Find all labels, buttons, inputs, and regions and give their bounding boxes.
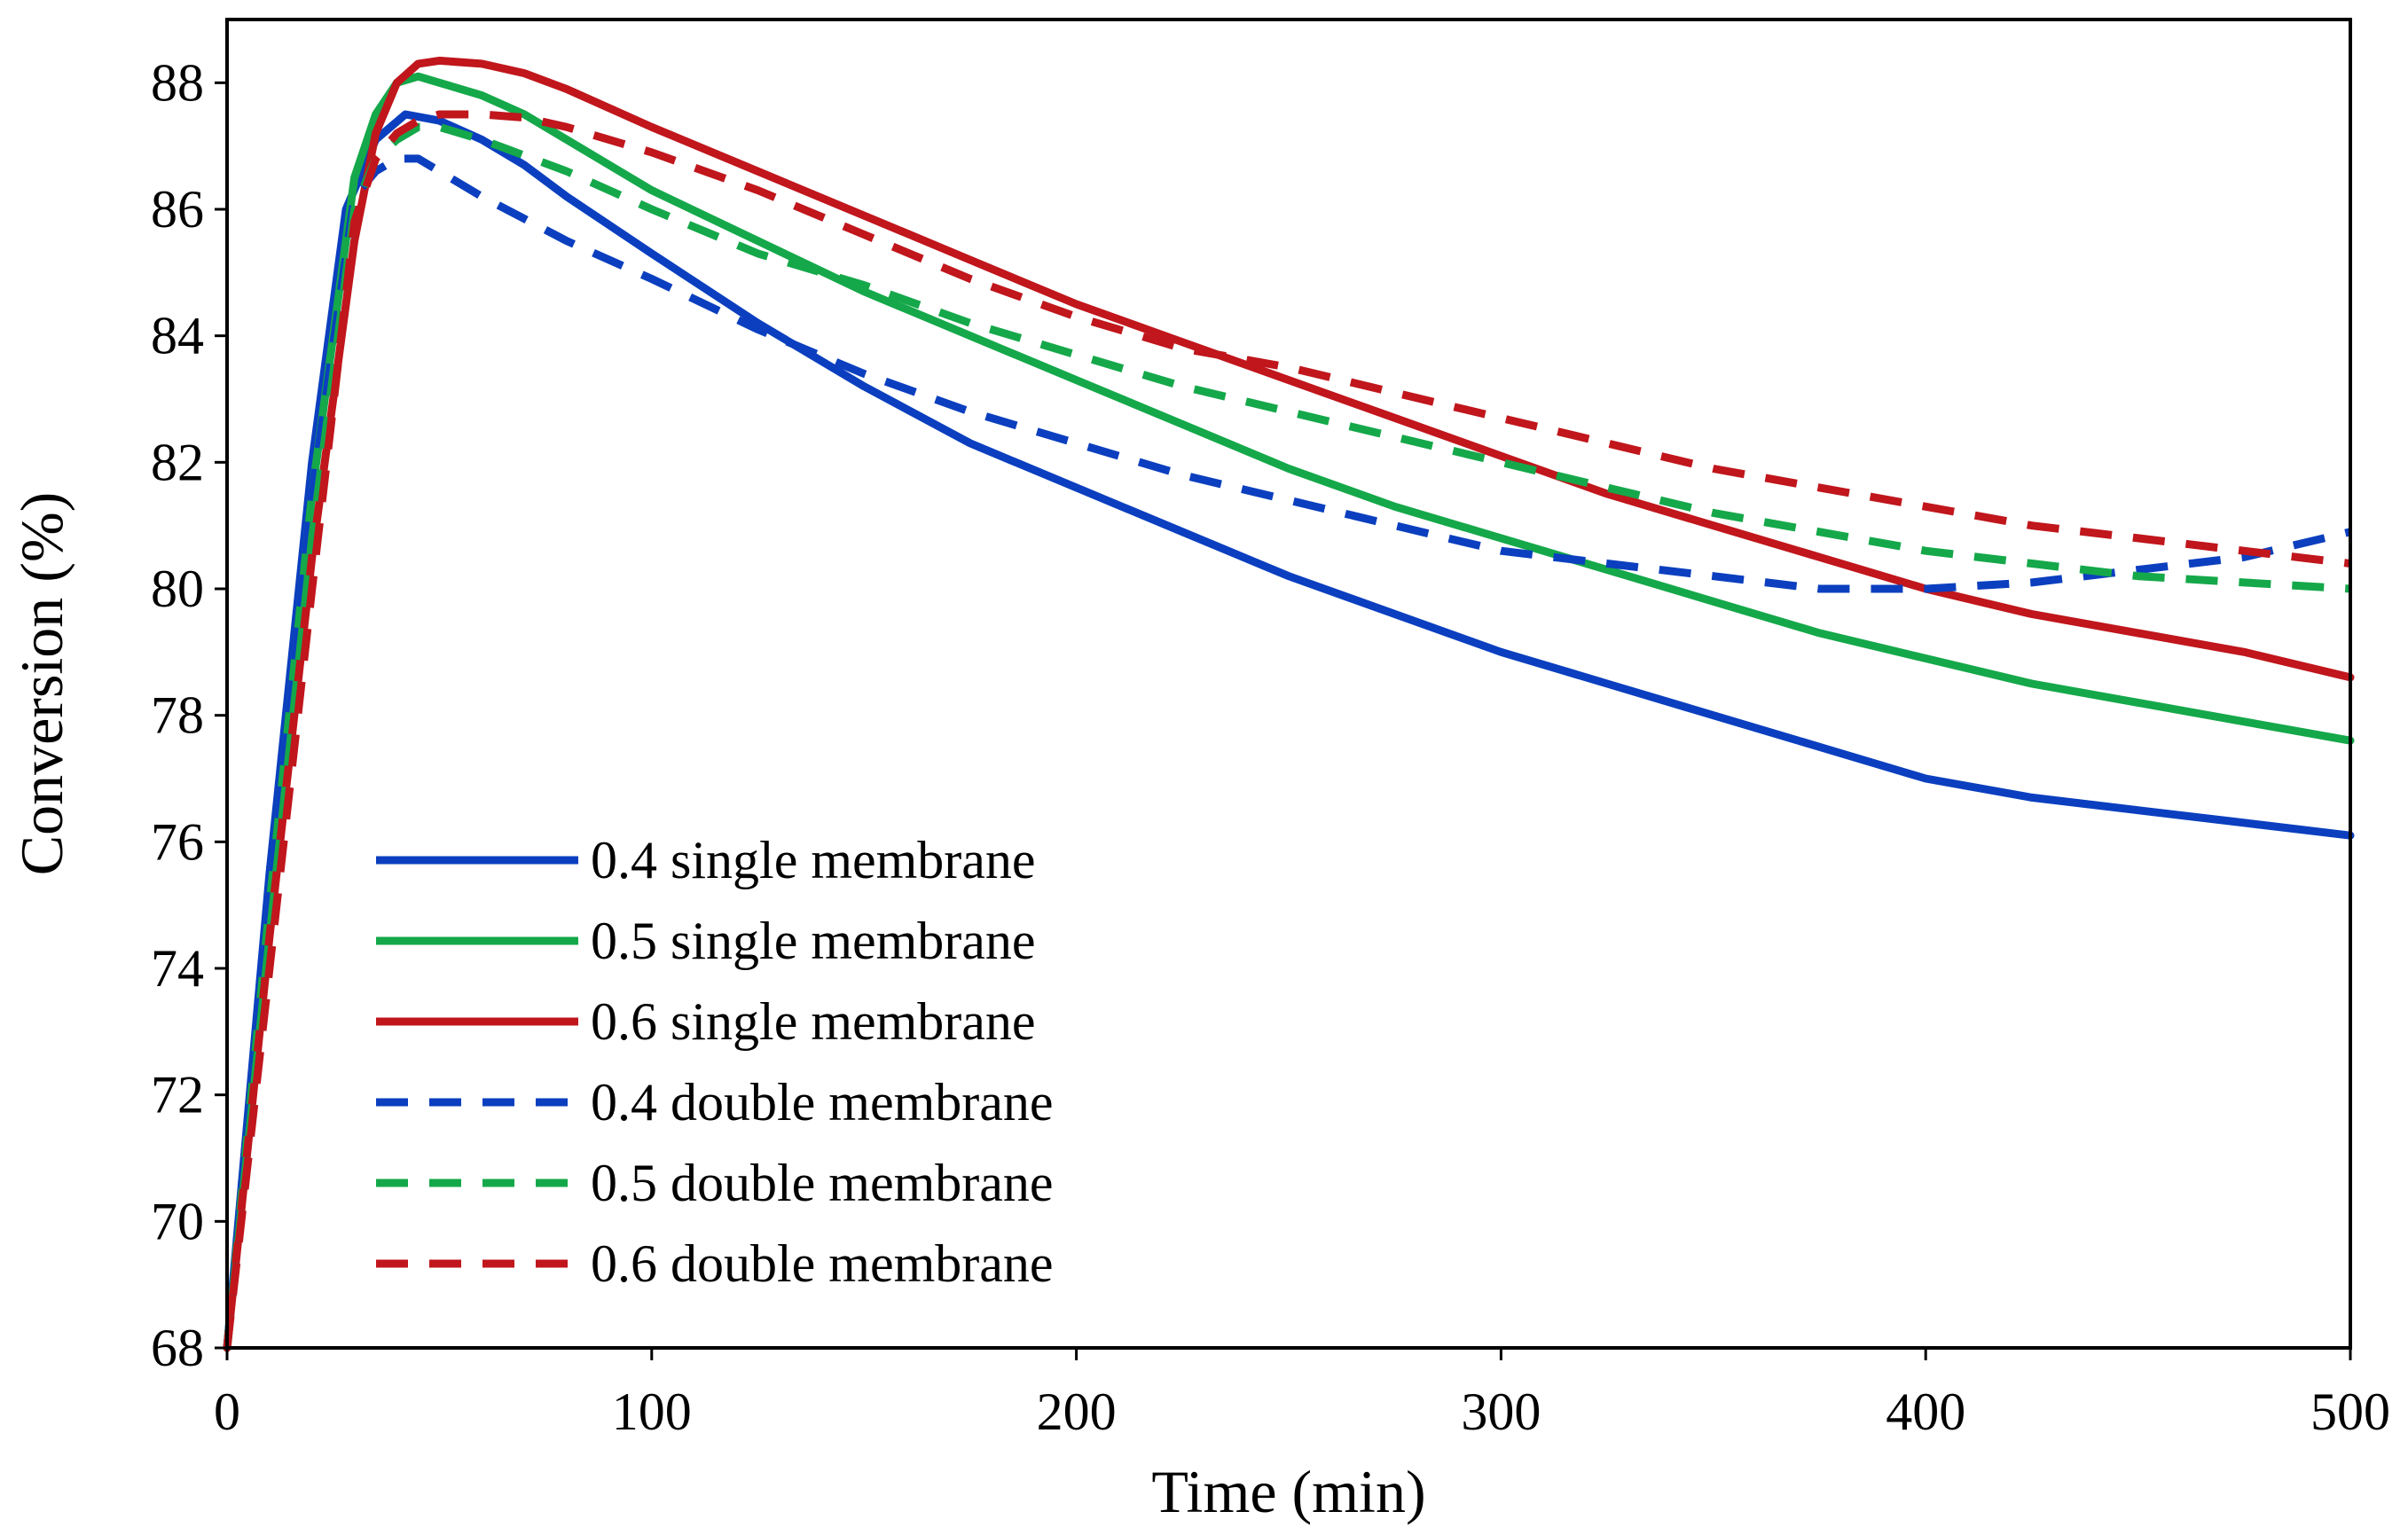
y-tick-label: 72 (151, 1066, 204, 1124)
legend-label-3: 0.6 single membrane (591, 992, 1036, 1051)
y-axis-ticks: 68 70 72 74 76 78 80 82 84 86 88 (151, 53, 227, 1377)
y-tick-label: 84 (151, 307, 204, 365)
legend: 0.4 single membrane 0.5 single membrane 0.… (376, 831, 1054, 1293)
x-tick-label: 400 (1886, 1382, 1965, 1441)
y-tick-label: 80 (151, 560, 204, 618)
y-tick-label: 68 (151, 1319, 204, 1377)
y-tick-label: 74 (151, 939, 204, 998)
series-line-6 (223, 110, 2351, 1349)
x-axis-ticks: 0 100 200 300 400 500 (214, 1348, 2390, 1441)
y-tick-label: 76 (151, 812, 204, 871)
y-tick-label: 86 (151, 180, 204, 239)
legend-label-4: 0.4 double membrane (591, 1073, 1054, 1132)
legend-label-1: 0.4 single membrane (591, 831, 1036, 889)
x-tick-label: 500 (2310, 1382, 2390, 1441)
x-tick-label: 100 (612, 1382, 692, 1441)
x-tick-label: 300 (1461, 1382, 1541, 1441)
series-line-2 (223, 72, 2355, 1352)
x-axis-title: Time (min) (1151, 1458, 1425, 1525)
series-line-1 (223, 110, 2355, 1352)
legend-label-6: 0.6 double membrane (591, 1234, 1054, 1293)
y-tick-label: 70 (151, 1192, 204, 1250)
y-tick-label: 82 (151, 433, 204, 491)
legend-label-2: 0.5 single membrane (591, 912, 1036, 970)
legend-label-5: 0.5 double membrane (591, 1154, 1054, 1212)
plot-frame (225, 18, 2352, 1350)
x-tick-label: 0 (214, 1382, 240, 1441)
y-tick-label: 78 (151, 686, 204, 745)
y-axis-title: Conversion (%) (8, 492, 75, 875)
y-tick-label: 88 (151, 53, 204, 112)
x-tick-label: 200 (1037, 1382, 1117, 1441)
series-layer (223, 56, 2355, 1352)
series-line-5 (223, 122, 2351, 1349)
series-line-4 (223, 154, 2352, 1349)
series-line-3 (223, 56, 2355, 1352)
